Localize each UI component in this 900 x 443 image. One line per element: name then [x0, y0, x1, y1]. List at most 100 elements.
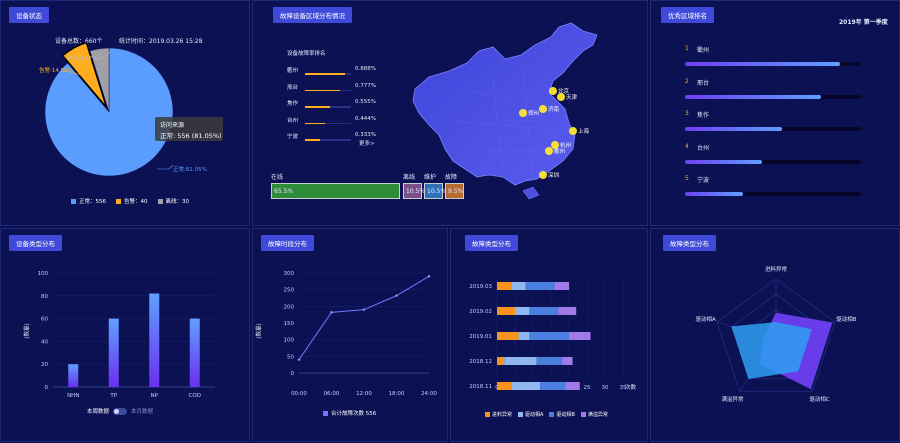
top-region-name: 邢台: [697, 79, 710, 87]
bar-NHN[interactable]: [68, 364, 79, 387]
city-marker[interactable]: [569, 127, 577, 135]
stack-驱动相A[interactable]: [511, 382, 541, 390]
stack-驱动相B[interactable]: [525, 282, 555, 290]
legend-item[interactable]: 驱动相B: [549, 411, 575, 418]
data-toggle: 本周数据 本月数据: [87, 407, 153, 415]
stack-进料异常[interactable]: [497, 357, 505, 365]
ranking-rate: 0.555%: [355, 99, 376, 105]
top-region-track: [685, 127, 861, 131]
stack-驱动相A[interactable]: [515, 307, 530, 315]
city-marker[interactable]: [519, 109, 527, 117]
stack-满溢异常[interactable]: [569, 332, 591, 340]
leader-line: [62, 70, 82, 76]
toggle-switch[interactable]: [113, 407, 128, 415]
line-point[interactable]: [395, 294, 398, 297]
ranking-fill: [305, 122, 326, 124]
legend-normal[interactable]: 正常：556: [71, 197, 106, 205]
y-tick-label: 100: [284, 338, 295, 344]
stack-驱动相A[interactable]: [511, 282, 526, 290]
city-label: 上海: [578, 127, 590, 135]
stack-进料异常[interactable]: [497, 382, 512, 390]
top-region-name: 宁波: [697, 177, 710, 184]
city-label: 天津: [566, 94, 578, 101]
city-marker[interactable]: [539, 171, 547, 179]
city-marker[interactable]: [551, 141, 559, 149]
panel-title: 设备状态: [9, 7, 49, 23]
stack-进料异常[interactable]: [497, 282, 512, 290]
city-marker[interactable]: [557, 93, 565, 101]
x-tick-label: 00:00: [291, 391, 307, 397]
legend-alarm[interactable]: 告警：40: [116, 197, 148, 205]
bar-TP[interactable]: [108, 318, 119, 387]
stack-进料异常[interactable]: [497, 332, 519, 340]
ranking-fill: [305, 73, 346, 75]
top-region-rank: 5: [685, 175, 689, 182]
fault-time-line-chart[interactable]: 0 50 100 150 200 250 300 00:00 06:00 12:00 18:00 24…: [253, 229, 449, 443]
status-segment[interactable]: 10.5%: [424, 183, 447, 199]
status-segment[interactable]: 10.5%: [403, 183, 425, 199]
x-tick-label: TP: [109, 393, 117, 399]
legend-offline[interactable]: 离线：30: [157, 197, 189, 205]
city-marker[interactable]: [549, 87, 557, 95]
status-segment[interactable]: 9.5%: [445, 183, 464, 199]
province-border: [522, 70, 534, 177]
city-marker[interactable]: [545, 147, 553, 155]
line-point[interactable]: [427, 275, 431, 278]
y-tick-label: 80: [41, 294, 48, 300]
line-point[interactable]: [362, 308, 366, 311]
pie-slice-告警[interactable]: [61, 42, 107, 108]
top-region-fill: [685, 159, 763, 164]
top-region-name: 焦作: [697, 112, 710, 119]
fault-count-line[interactable]: [298, 275, 430, 360]
bar-COD[interactable]: [189, 318, 200, 387]
china-map-shape[interactable]: [412, 22, 598, 186]
stack-满溢异常[interactable]: [561, 357, 573, 365]
status-label: 离线: [403, 174, 416, 181]
pie-slice-离线[interactable]: [89, 47, 110, 113]
ranking-rate: 0.444%: [355, 115, 376, 122]
y-tick-label: 150: [284, 321, 295, 327]
y-tick-label: 300: [284, 271, 295, 277]
legend-item[interactable]: 进料异常: [485, 411, 512, 418]
stack-满溢异常[interactable]: [554, 282, 569, 290]
stack-进料异常[interactable]: [497, 307, 515, 315]
top-region-rank: 1: [685, 45, 689, 52]
stack-驱动相B[interactable]: [529, 332, 569, 340]
pie-chart[interactable]: 正常:81.05% 告警:14.58% 离线:4.37%: [1, 1, 251, 227]
y-axis-label: (数量): [256, 323, 263, 339]
radar-area[interactable]: [731, 322, 812, 379]
stack-驱动相B[interactable]: [536, 357, 562, 365]
legend-item[interactable]: 驱动相A: [518, 411, 543, 418]
device-type-panel: 设备类型分布 0 20 40 60 80 100 NHN TP NP COD (数量) 本周数据 …: [0, 228, 250, 442]
line-legend[interactable]: 合计故障次数 556: [323, 409, 376, 417]
stack-驱动相B[interactable]: [540, 382, 566, 390]
x-tick-label: 12:00: [356, 391, 372, 397]
ranking-name: 台州: [287, 117, 299, 124]
top-region-fill: [685, 192, 744, 196]
fault-type-panel: 故障类型分布 051015202530352019.032019.022019.…: [450, 228, 648, 442]
more-link[interactable]: 更多>: [359, 141, 375, 147]
status-value: 10.5%: [427, 188, 447, 195]
status-segment[interactable]: 65.5%: [271, 183, 400, 199]
city-label: 济南: [548, 105, 560, 113]
line-point[interactable]: [330, 311, 333, 314]
legend-item[interactable]: 满溢异常: [580, 411, 608, 418]
y-tick-label: 0: [45, 385, 49, 391]
stack-驱动相A[interactable]: [518, 332, 530, 340]
stack-满溢异常[interactable]: [558, 307, 577, 315]
radar-axis-label: 驱动相A: [695, 315, 716, 323]
stack-满溢异常[interactable]: [565, 382, 580, 390]
legend-swatch: [549, 412, 555, 417]
legend-label: 驱动相A: [525, 412, 544, 418]
stack-驱动相A[interactable]: [504, 357, 537, 365]
stack-驱动相B[interactable]: [529, 307, 559, 315]
pie-label-offline: 离线:4.37%: [67, 54, 97, 62]
city-marker[interactable]: [539, 105, 547, 113]
device-type-bar-chart[interactable]: 0 20 40 60 80 100 NHN TP NP COD: [1, 229, 251, 443]
fault-type-stacked-bar-chart[interactable]: 051015202530352019.032019.022019.012018.…: [451, 229, 649, 443]
line-point[interactable]: [297, 358, 301, 361]
bar-NP[interactable]: [149, 293, 160, 387]
x-tick-label: 35: [620, 385, 627, 391]
